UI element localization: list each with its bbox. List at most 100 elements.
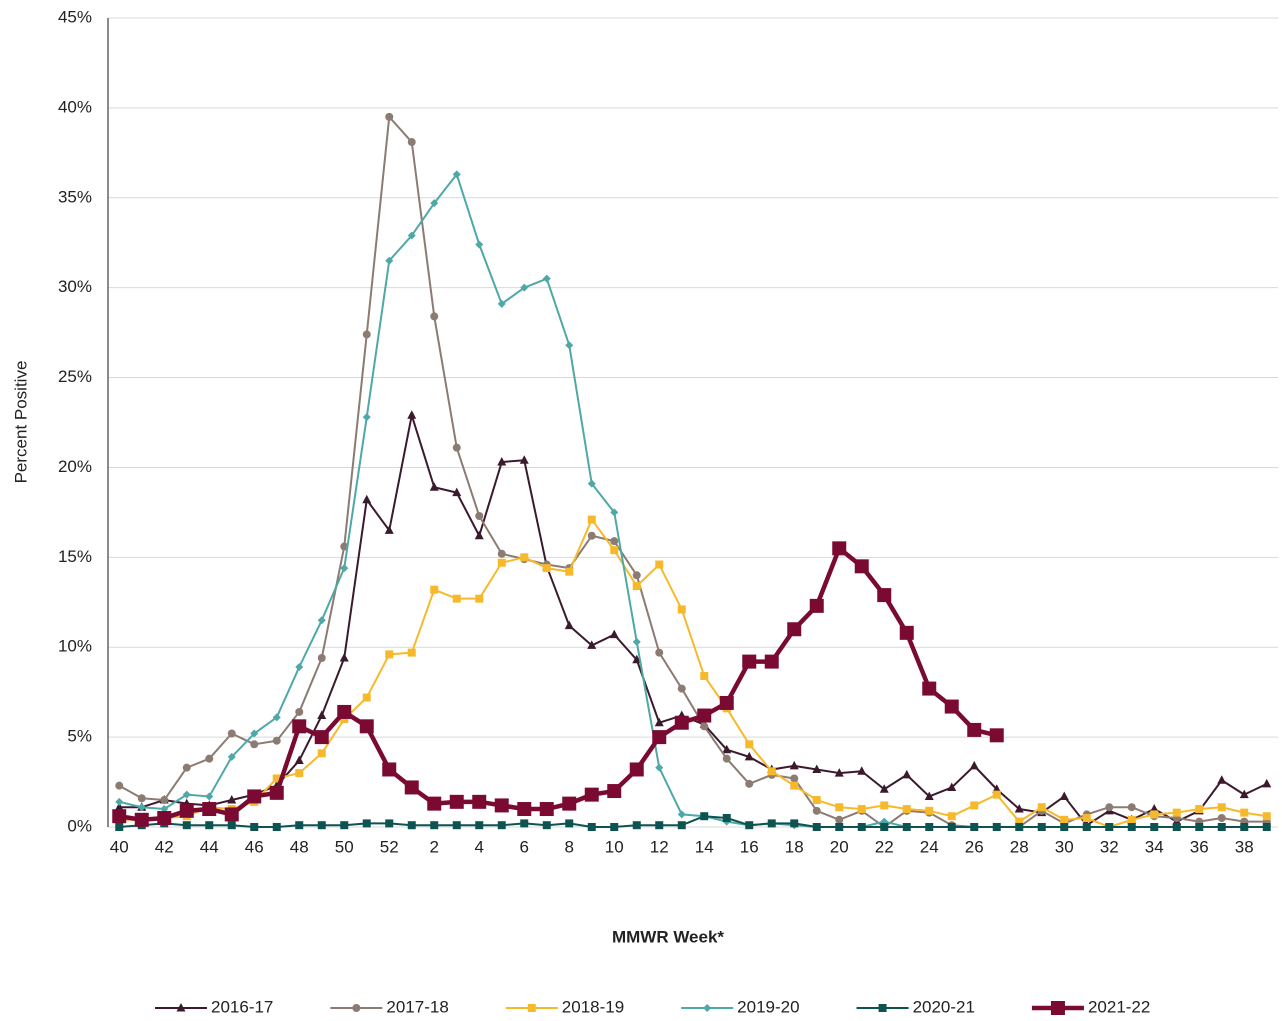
marker xyxy=(970,801,979,810)
marker xyxy=(472,794,487,809)
series xyxy=(114,410,1272,829)
marker xyxy=(787,622,802,637)
series xyxy=(115,515,1271,831)
marker xyxy=(1059,791,1069,800)
marker xyxy=(812,806,821,815)
marker xyxy=(1127,803,1136,812)
marker xyxy=(272,823,281,831)
x-tick-label: 46 xyxy=(245,837,264,856)
marker xyxy=(902,769,912,779)
marker xyxy=(494,798,509,813)
marker xyxy=(1195,805,1204,814)
marker xyxy=(407,648,416,657)
marker xyxy=(384,525,394,534)
marker xyxy=(812,764,822,773)
marker xyxy=(449,794,464,809)
series xyxy=(112,541,1004,827)
marker xyxy=(520,819,529,828)
marker xyxy=(385,650,394,659)
marker xyxy=(832,541,847,556)
marker xyxy=(179,803,194,818)
marker xyxy=(362,413,371,422)
marker xyxy=(790,819,799,828)
marker xyxy=(497,299,506,308)
marker xyxy=(562,796,577,811)
marker xyxy=(317,654,326,663)
marker xyxy=(112,809,127,824)
marker xyxy=(629,762,644,777)
legend-label: 2020-21 xyxy=(913,997,975,1016)
marker xyxy=(224,807,239,822)
marker xyxy=(565,567,574,576)
y-tick-label: 20% xyxy=(58,457,92,476)
marker xyxy=(1217,814,1226,823)
marker xyxy=(182,821,191,830)
marker xyxy=(352,1004,361,1012)
marker xyxy=(880,823,889,831)
marker xyxy=(115,781,124,790)
marker xyxy=(1015,817,1024,826)
marker xyxy=(227,729,236,738)
marker xyxy=(385,112,394,121)
marker xyxy=(202,802,217,817)
marker xyxy=(857,823,866,831)
marker xyxy=(677,684,686,693)
marker xyxy=(475,240,484,249)
x-tick-label: 42 xyxy=(155,837,174,856)
marker xyxy=(607,784,622,799)
x-tick-label: 34 xyxy=(1145,837,1164,856)
marker xyxy=(610,546,619,555)
marker xyxy=(272,774,281,783)
legend-label: 2019-20 xyxy=(737,997,799,1016)
marker xyxy=(182,763,191,772)
x-tick-label: 30 xyxy=(1055,837,1074,856)
marker xyxy=(407,231,416,240)
marker xyxy=(517,802,532,817)
marker xyxy=(1217,803,1226,812)
x-tick-label: 40 xyxy=(110,837,129,856)
marker xyxy=(337,704,352,719)
series xyxy=(115,812,1271,831)
marker xyxy=(924,791,934,800)
marker xyxy=(1150,810,1159,819)
marker xyxy=(1127,815,1136,824)
marker xyxy=(764,654,779,669)
marker xyxy=(1240,823,1249,831)
marker xyxy=(205,792,214,801)
y-tick-label: 10% xyxy=(58,637,92,656)
marker xyxy=(295,769,304,778)
marker xyxy=(520,283,529,292)
marker xyxy=(430,821,439,830)
marker xyxy=(1060,823,1069,831)
marker xyxy=(655,648,664,657)
marker xyxy=(317,749,326,758)
marker xyxy=(1217,823,1226,831)
marker xyxy=(878,1004,887,1012)
y-tick-label: 40% xyxy=(58,97,92,116)
marker xyxy=(317,821,326,830)
x-tick-label: 22 xyxy=(875,837,894,856)
marker xyxy=(722,744,732,754)
marker xyxy=(542,821,551,830)
marker xyxy=(1240,808,1249,817)
marker xyxy=(339,653,349,662)
marker xyxy=(295,662,304,671)
marker xyxy=(542,274,551,283)
x-tick-label: 36 xyxy=(1190,837,1209,856)
series xyxy=(115,112,1271,831)
marker xyxy=(295,821,304,830)
marker xyxy=(474,530,484,540)
marker xyxy=(674,715,689,730)
marker xyxy=(655,763,664,772)
marker xyxy=(1060,815,1069,824)
marker xyxy=(1217,775,1227,784)
marker xyxy=(745,740,754,749)
marker xyxy=(652,730,667,745)
marker xyxy=(587,479,596,488)
marker xyxy=(1082,823,1091,831)
marker xyxy=(1239,789,1249,799)
marker xyxy=(767,767,776,776)
marker xyxy=(134,812,149,827)
marker xyxy=(362,819,371,828)
marker xyxy=(857,766,867,775)
